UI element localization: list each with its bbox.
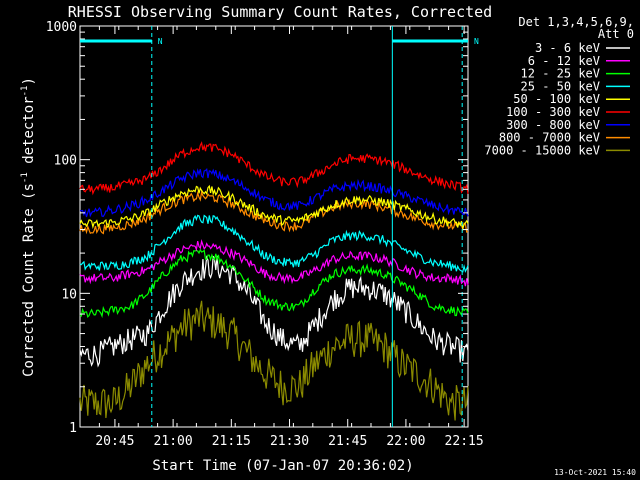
y-tick-label: 10: [61, 287, 77, 302]
series-line: [79, 255, 469, 368]
x-tick-label: 21:00: [154, 434, 193, 449]
chart-title: RHESSI Observing Summary Count Rates, Co…: [68, 3, 492, 21]
eclipse-lines: [151, 26, 463, 427]
y-axis: 1 10 100 1000: [46, 20, 468, 436]
legend-label: 25 - 50 keV: [521, 79, 600, 93]
x-tick-label: 21:15: [212, 434, 251, 449]
legend-label: 300 - 800 keV: [506, 118, 600, 132]
series-line: [79, 300, 469, 421]
series-line: [79, 248, 469, 319]
y-axis-label: Corrected Count Rate (s-1 detector-1): [20, 77, 37, 377]
legend-label: 50 - 100 keV: [513, 92, 600, 106]
x-axis: 20:45 21:00 21:15 21:30 21:45 22:00 22:15: [79, 26, 484, 449]
series-line: [79, 239, 469, 287]
legend-label: 800 - 7000 keV: [499, 131, 600, 145]
series-line: [79, 214, 469, 273]
legend-label: 100 - 300 keV: [506, 105, 600, 119]
night-marker: N: [474, 37, 479, 46]
x-tick-label: 21:30: [270, 434, 309, 449]
x-axis-label: Start Time (07-Jan-07 20:36:02): [152, 458, 413, 474]
legend-label: 7000 - 15000 keV: [484, 143, 600, 157]
legend-label: 12 - 25 keV: [521, 67, 600, 81]
series-group: [79, 141, 469, 421]
y-tick-label: 1: [69, 421, 77, 436]
y-axis-label-mid: detector: [21, 96, 37, 172]
y-axis-label-main: Corrected Count Rate (s: [21, 183, 37, 377]
series-line: [79, 167, 469, 218]
y-tick-label: 100: [54, 154, 77, 169]
series-line: [79, 189, 469, 235]
x-tick-label: 20:45: [95, 434, 134, 449]
y-axis-label-sup1: -1: [20, 172, 30, 183]
y-axis-label-sup2: -1: [20, 86, 30, 97]
y-axis-label-end: ): [21, 77, 37, 85]
x-tick-label: 21:45: [328, 434, 367, 449]
series-line: [79, 184, 469, 231]
x-tick-label: 22:15: [445, 434, 484, 449]
x-tick-label: 22:00: [386, 434, 425, 449]
legend-header-line1: Det 1,3,4,5,6,9,: [518, 15, 634, 29]
y-tick-label: 1000: [46, 20, 77, 35]
legend-label: 3 - 6 keV: [535, 41, 600, 55]
legend-header-line2: Att 0: [598, 27, 634, 41]
footer-date: 13-Oct-2021 15:40: [554, 468, 636, 477]
legend-label: 6 - 12 keV: [528, 54, 600, 68]
night-marker: N: [158, 37, 163, 46]
series-line: [79, 141, 469, 196]
